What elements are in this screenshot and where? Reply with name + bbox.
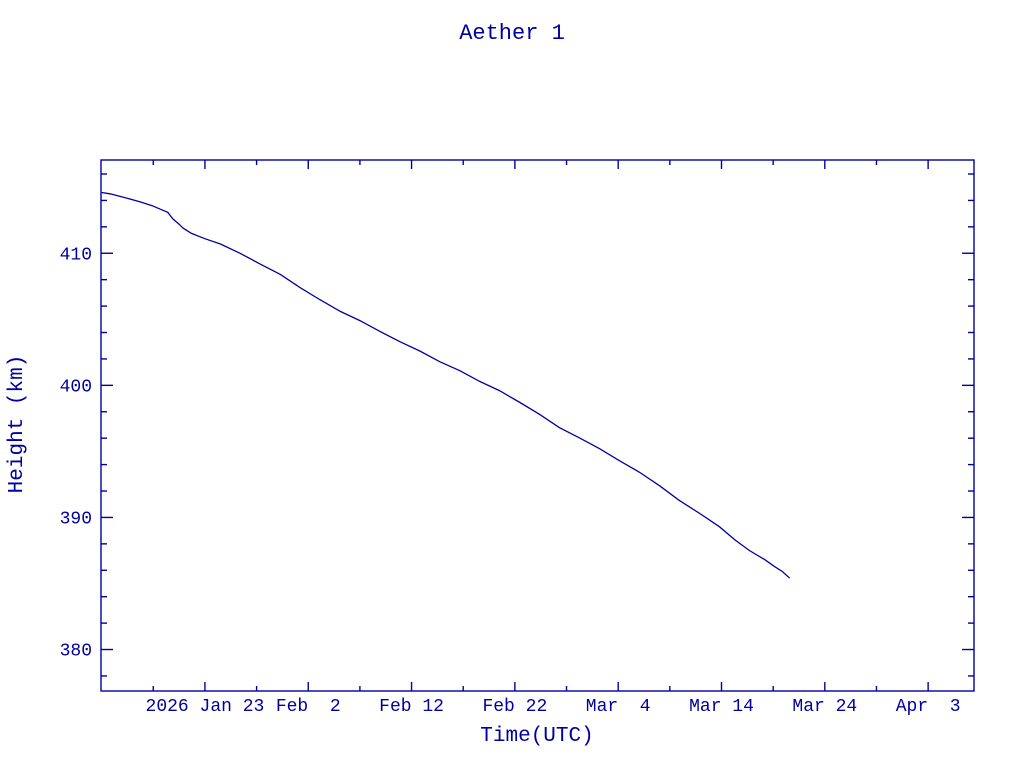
x-tick-label: 2026 Jan 23 [146,697,265,717]
y-tick-label: 380 [60,642,92,662]
x-tick-label: Apr 3 [896,697,961,717]
y-tick-label: 400 [60,377,92,397]
x-axis-label: Time(UTC) [480,725,593,748]
x-tick-label: Feb 22 [482,697,547,717]
y-tick-label: 390 [60,509,92,529]
axis-ticks [101,160,974,691]
y-tick-label: 410 [60,245,92,265]
x-tick-label: Mar 4 [586,697,651,717]
decay-curve [101,191,791,579]
y-tick-labels: 380 390 400 410 [60,245,92,661]
x-tick-labels: 2026 Jan 23 Feb 2 Feb 12 Feb 22 Mar 4 Mar 14 M… [146,697,961,717]
plot-frame [100,159,975,692]
y-axis-label: Height (km) [6,355,29,494]
x-tick-label: Feb 2 [276,697,341,717]
chart-title: Aether 1 [459,21,565,46]
data-series [101,191,791,579]
x-tick-label: Mar 24 [792,697,857,717]
x-tick-label: Mar 14 [689,697,754,717]
x-tick-label: Feb 12 [379,697,444,717]
